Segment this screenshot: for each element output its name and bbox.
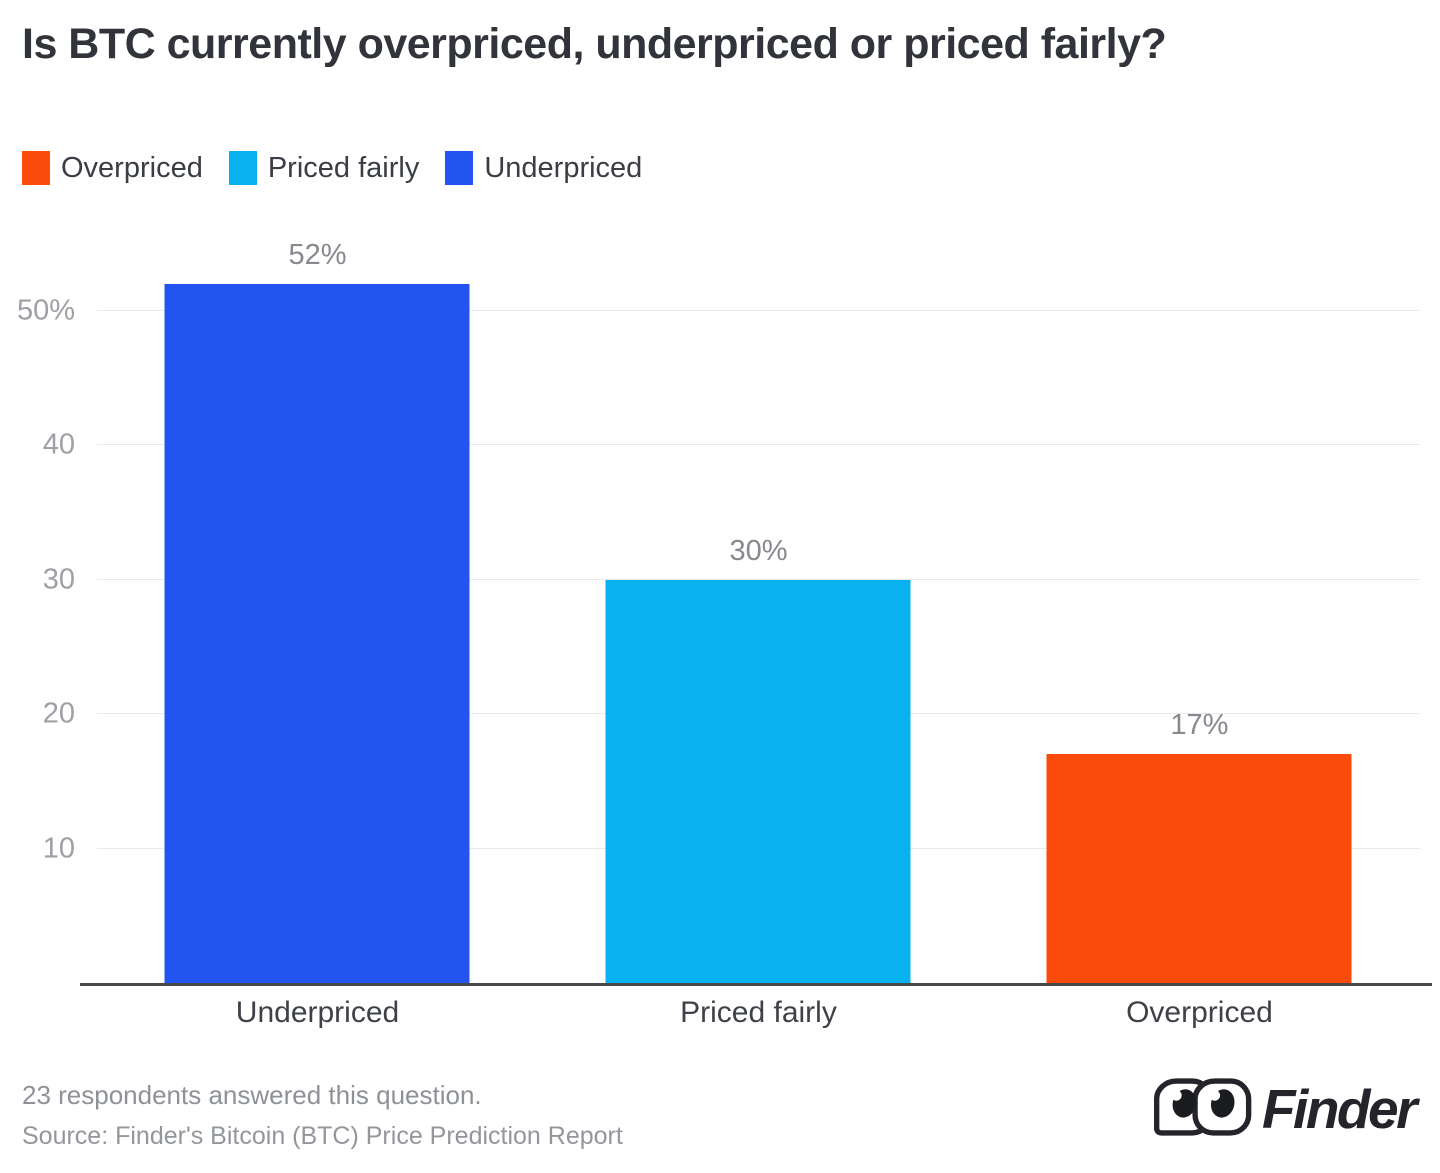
orange-swatch-icon [22, 151, 50, 185]
footer-note: 23 respondents answered this question. [22, 1080, 482, 1110]
legend-label: Overpriced [61, 151, 203, 184]
finder-logo: Finder [1153, 1078, 1418, 1141]
legend-item-overpriced[interactable]: Overpriced [22, 151, 203, 185]
bar-overpriced[interactable] [1046, 754, 1352, 983]
x-axis-line [80, 983, 1432, 986]
legend-label: Underpriced [484, 151, 643, 184]
finder-goggles-icon [1153, 1078, 1254, 1141]
y-tick-label: 30 [42, 563, 75, 596]
x-axis-label: Underpriced [235, 996, 400, 1029]
chart-title: Is BTC currently overpriced, underpriced… [22, 20, 1167, 68]
blue-swatch-icon [445, 151, 474, 185]
bar-priced-fairly[interactable] [605, 579, 911, 983]
bar-underpriced[interactable] [164, 283, 470, 983]
y-tick-label: 50% [16, 294, 75, 327]
bar-value-label: 52% [288, 238, 347, 271]
x-axis-label: Overpriced [1126, 996, 1273, 1029]
footer-source: Source: Finder's Bitcoin (BTC) Price Pre… [22, 1122, 623, 1150]
legend-item-underpriced[interactable]: Underpriced [445, 151, 642, 185]
bar-slot: 17% [979, 230, 1420, 983]
y-tick-label: 40 [42, 428, 75, 461]
bar-slot: 52% [97, 230, 538, 983]
bar-value-label: 17% [1170, 709, 1229, 742]
gridline [97, 309, 1420, 311]
cyan-swatch-icon [228, 151, 257, 185]
plot-area: 52% 30% 17% [97, 230, 1420, 983]
legend-label: Priced fairly [267, 151, 420, 184]
legend: Overpriced Priced fairly Underpriced [22, 151, 642, 185]
bar-slot: 30% [538, 230, 979, 983]
x-axis-labels: Underpriced Priced fairly Overpriced [97, 996, 1420, 1030]
y-tick-label: 20 [42, 697, 75, 730]
y-axis: 10 20 30 40 50% [0, 230, 85, 983]
bars-row: 52% 30% 17% [97, 230, 1420, 983]
finder-logo-text: Finder [1261, 1078, 1418, 1140]
y-tick-label: 10 [42, 832, 75, 865]
x-axis-label: Priced fairly [680, 996, 837, 1029]
legend-item-priced-fairly[interactable]: Priced fairly [228, 151, 420, 185]
gridline [97, 444, 1420, 446]
bar-value-label: 30% [729, 534, 788, 567]
gridline [97, 578, 1420, 580]
